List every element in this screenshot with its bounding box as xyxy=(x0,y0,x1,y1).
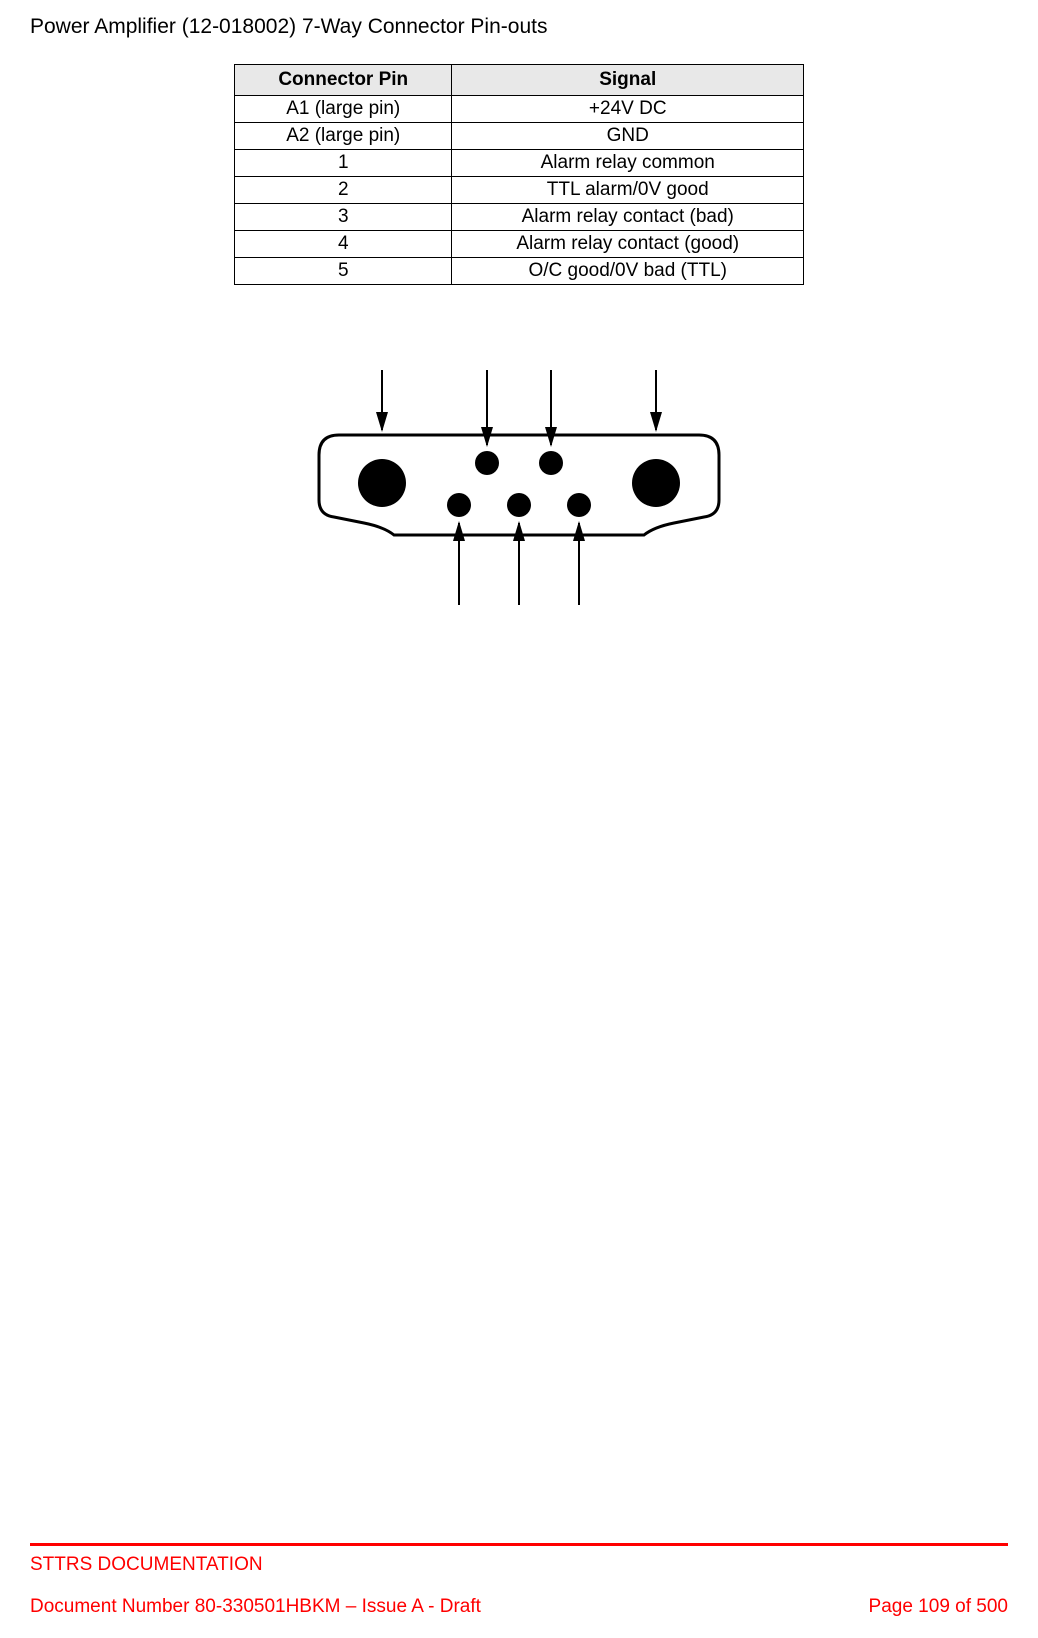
cell-signal: Alarm relay common xyxy=(452,150,804,177)
footer-page-info: Page 109 of 500 xyxy=(869,1596,1008,1618)
cell-signal: O/C good/0V bad (TTL) xyxy=(452,258,804,285)
cell-signal: +24V DC xyxy=(452,96,804,123)
footer-doc-number: Document Number 80-330501HBKM – Issue A … xyxy=(30,1596,481,1618)
cell-signal: Alarm relay contact (bad) xyxy=(452,204,804,231)
pinout-table: Connector Pin Signal A1 (large pin) +24V… xyxy=(234,64,804,285)
cell-pin: A1 (large pin) xyxy=(235,96,452,123)
page-title: Power Amplifier (12-018002) 7-Way Connec… xyxy=(30,15,1008,39)
footer-row: Document Number 80-330501HBKM – Issue A … xyxy=(30,1596,1008,1618)
large-pin-a2 xyxy=(632,459,680,507)
cell-signal: Alarm relay contact (good) xyxy=(452,231,804,258)
header-signal: Signal xyxy=(452,65,804,96)
cell-pin: 2 xyxy=(235,177,452,204)
table-row: 5 O/C good/0V bad (TTL) xyxy=(235,258,804,285)
large-pin-a1 xyxy=(358,459,406,507)
table-row: 2 TTL alarm/0V good xyxy=(235,177,804,204)
cell-pin: 3 xyxy=(235,204,452,231)
table-row: A1 (large pin) +24V DC xyxy=(235,96,804,123)
small-pin-1 xyxy=(475,451,499,475)
small-pin-3 xyxy=(447,493,471,517)
connector-diagram xyxy=(304,355,734,615)
table-row: 3 Alarm relay contact (bad) xyxy=(235,204,804,231)
small-pin-2 xyxy=(539,451,563,475)
cell-signal: GND xyxy=(452,123,804,150)
small-pin-5 xyxy=(567,493,591,517)
footer-doc-title: STTRS DOCUMENTATION xyxy=(30,1554,1008,1576)
table-row: A2 (large pin) GND xyxy=(235,123,804,150)
footer-divider xyxy=(30,1543,1008,1546)
table-header-row: Connector Pin Signal xyxy=(235,65,804,96)
header-connector-pin: Connector Pin xyxy=(235,65,452,96)
cell-pin: 1 xyxy=(235,150,452,177)
cell-pin: A2 (large pin) xyxy=(235,123,452,150)
table-row: 1 Alarm relay common xyxy=(235,150,804,177)
cell-signal: TTL alarm/0V good xyxy=(452,177,804,204)
page-footer: STTRS DOCUMENTATION Document Number 80-3… xyxy=(30,1543,1008,1618)
cell-pin: 4 xyxy=(235,231,452,258)
small-pin-4 xyxy=(507,493,531,517)
table-row: 4 Alarm relay contact (good) xyxy=(235,231,804,258)
cell-pin: 5 xyxy=(235,258,452,285)
